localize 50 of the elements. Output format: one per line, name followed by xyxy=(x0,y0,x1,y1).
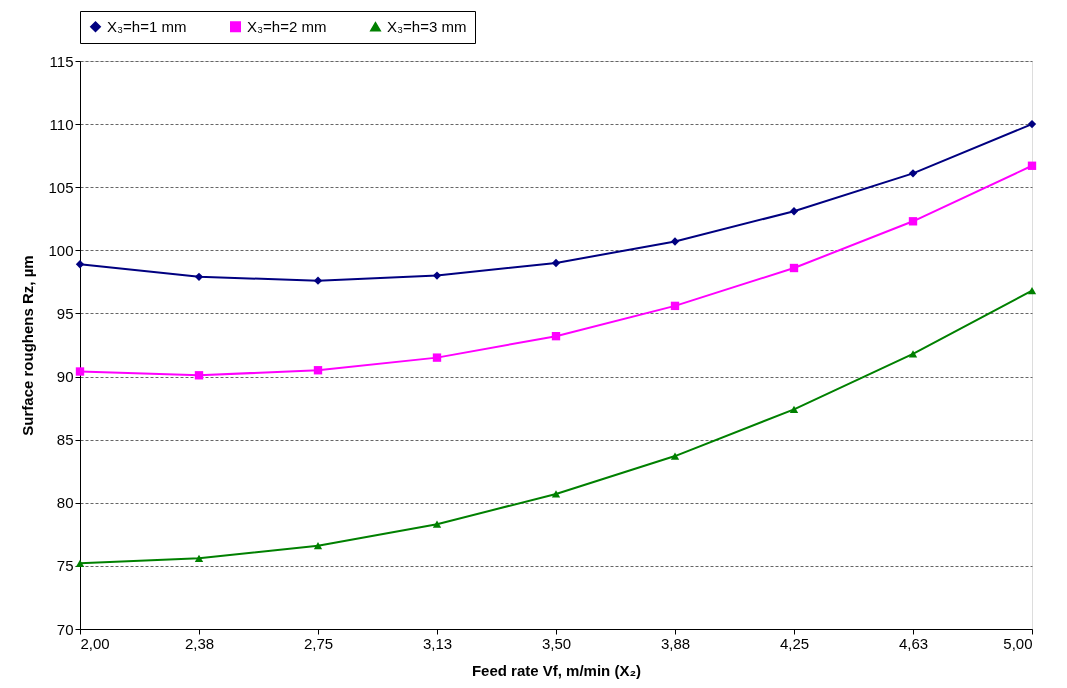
x-tick-label: 3,88 xyxy=(660,634,691,652)
y-tick-label: 95 xyxy=(56,304,74,322)
point xyxy=(670,237,680,246)
y-tick-label: 75 xyxy=(56,557,74,575)
x-tick-label: 5,00 xyxy=(1003,634,1033,652)
x-tick-label: 2,75 xyxy=(303,634,334,652)
x-tick-label: 4,25 xyxy=(779,634,810,652)
y-axis-title: Surface roughens Rz, µm xyxy=(19,255,37,436)
y-tick-label: 85 xyxy=(56,431,74,449)
point xyxy=(194,272,204,282)
y-tick-label: 115 xyxy=(49,52,74,70)
point xyxy=(432,353,442,362)
point xyxy=(75,260,85,269)
y-tick-label: 70 xyxy=(56,620,74,638)
point xyxy=(908,217,918,226)
point xyxy=(313,276,323,285)
point xyxy=(551,331,561,341)
y-tick-label: 100 xyxy=(48,241,74,259)
point xyxy=(551,258,561,268)
point xyxy=(432,271,442,280)
point xyxy=(551,490,561,498)
point xyxy=(789,207,799,216)
y-tick-label: 110 xyxy=(49,115,74,133)
point xyxy=(313,542,323,550)
x-tick-label: 3,50 xyxy=(541,634,572,652)
point xyxy=(789,405,799,413)
y-tick-label: 90 xyxy=(56,368,74,386)
x-tick-label: 2,00 xyxy=(80,634,110,652)
x-tick-label: 4,63 xyxy=(898,634,929,652)
point xyxy=(789,263,799,273)
point xyxy=(432,520,442,528)
legend-label: X₃=h=1 mm xyxy=(107,17,187,35)
point xyxy=(75,559,85,567)
point xyxy=(194,554,204,562)
point xyxy=(313,366,323,375)
legend-label: X₃=h=3 mm xyxy=(387,17,467,35)
point xyxy=(1027,287,1037,295)
y-tick-label: 105 xyxy=(48,178,74,196)
x-tick-label: 3,13 xyxy=(422,634,453,652)
point xyxy=(670,452,680,460)
point xyxy=(908,169,918,178)
point xyxy=(194,371,204,380)
x-tick-label: 2,38 xyxy=(184,634,215,652)
point xyxy=(670,301,680,311)
point xyxy=(75,367,85,376)
x-axis-title: Feed rate Vf, m/min (X₂) xyxy=(471,661,642,679)
point xyxy=(1027,161,1037,170)
legend-label: X₃=h=2 mm xyxy=(247,17,327,35)
point xyxy=(1027,119,1037,129)
y-tick-label: 80 xyxy=(56,494,74,512)
